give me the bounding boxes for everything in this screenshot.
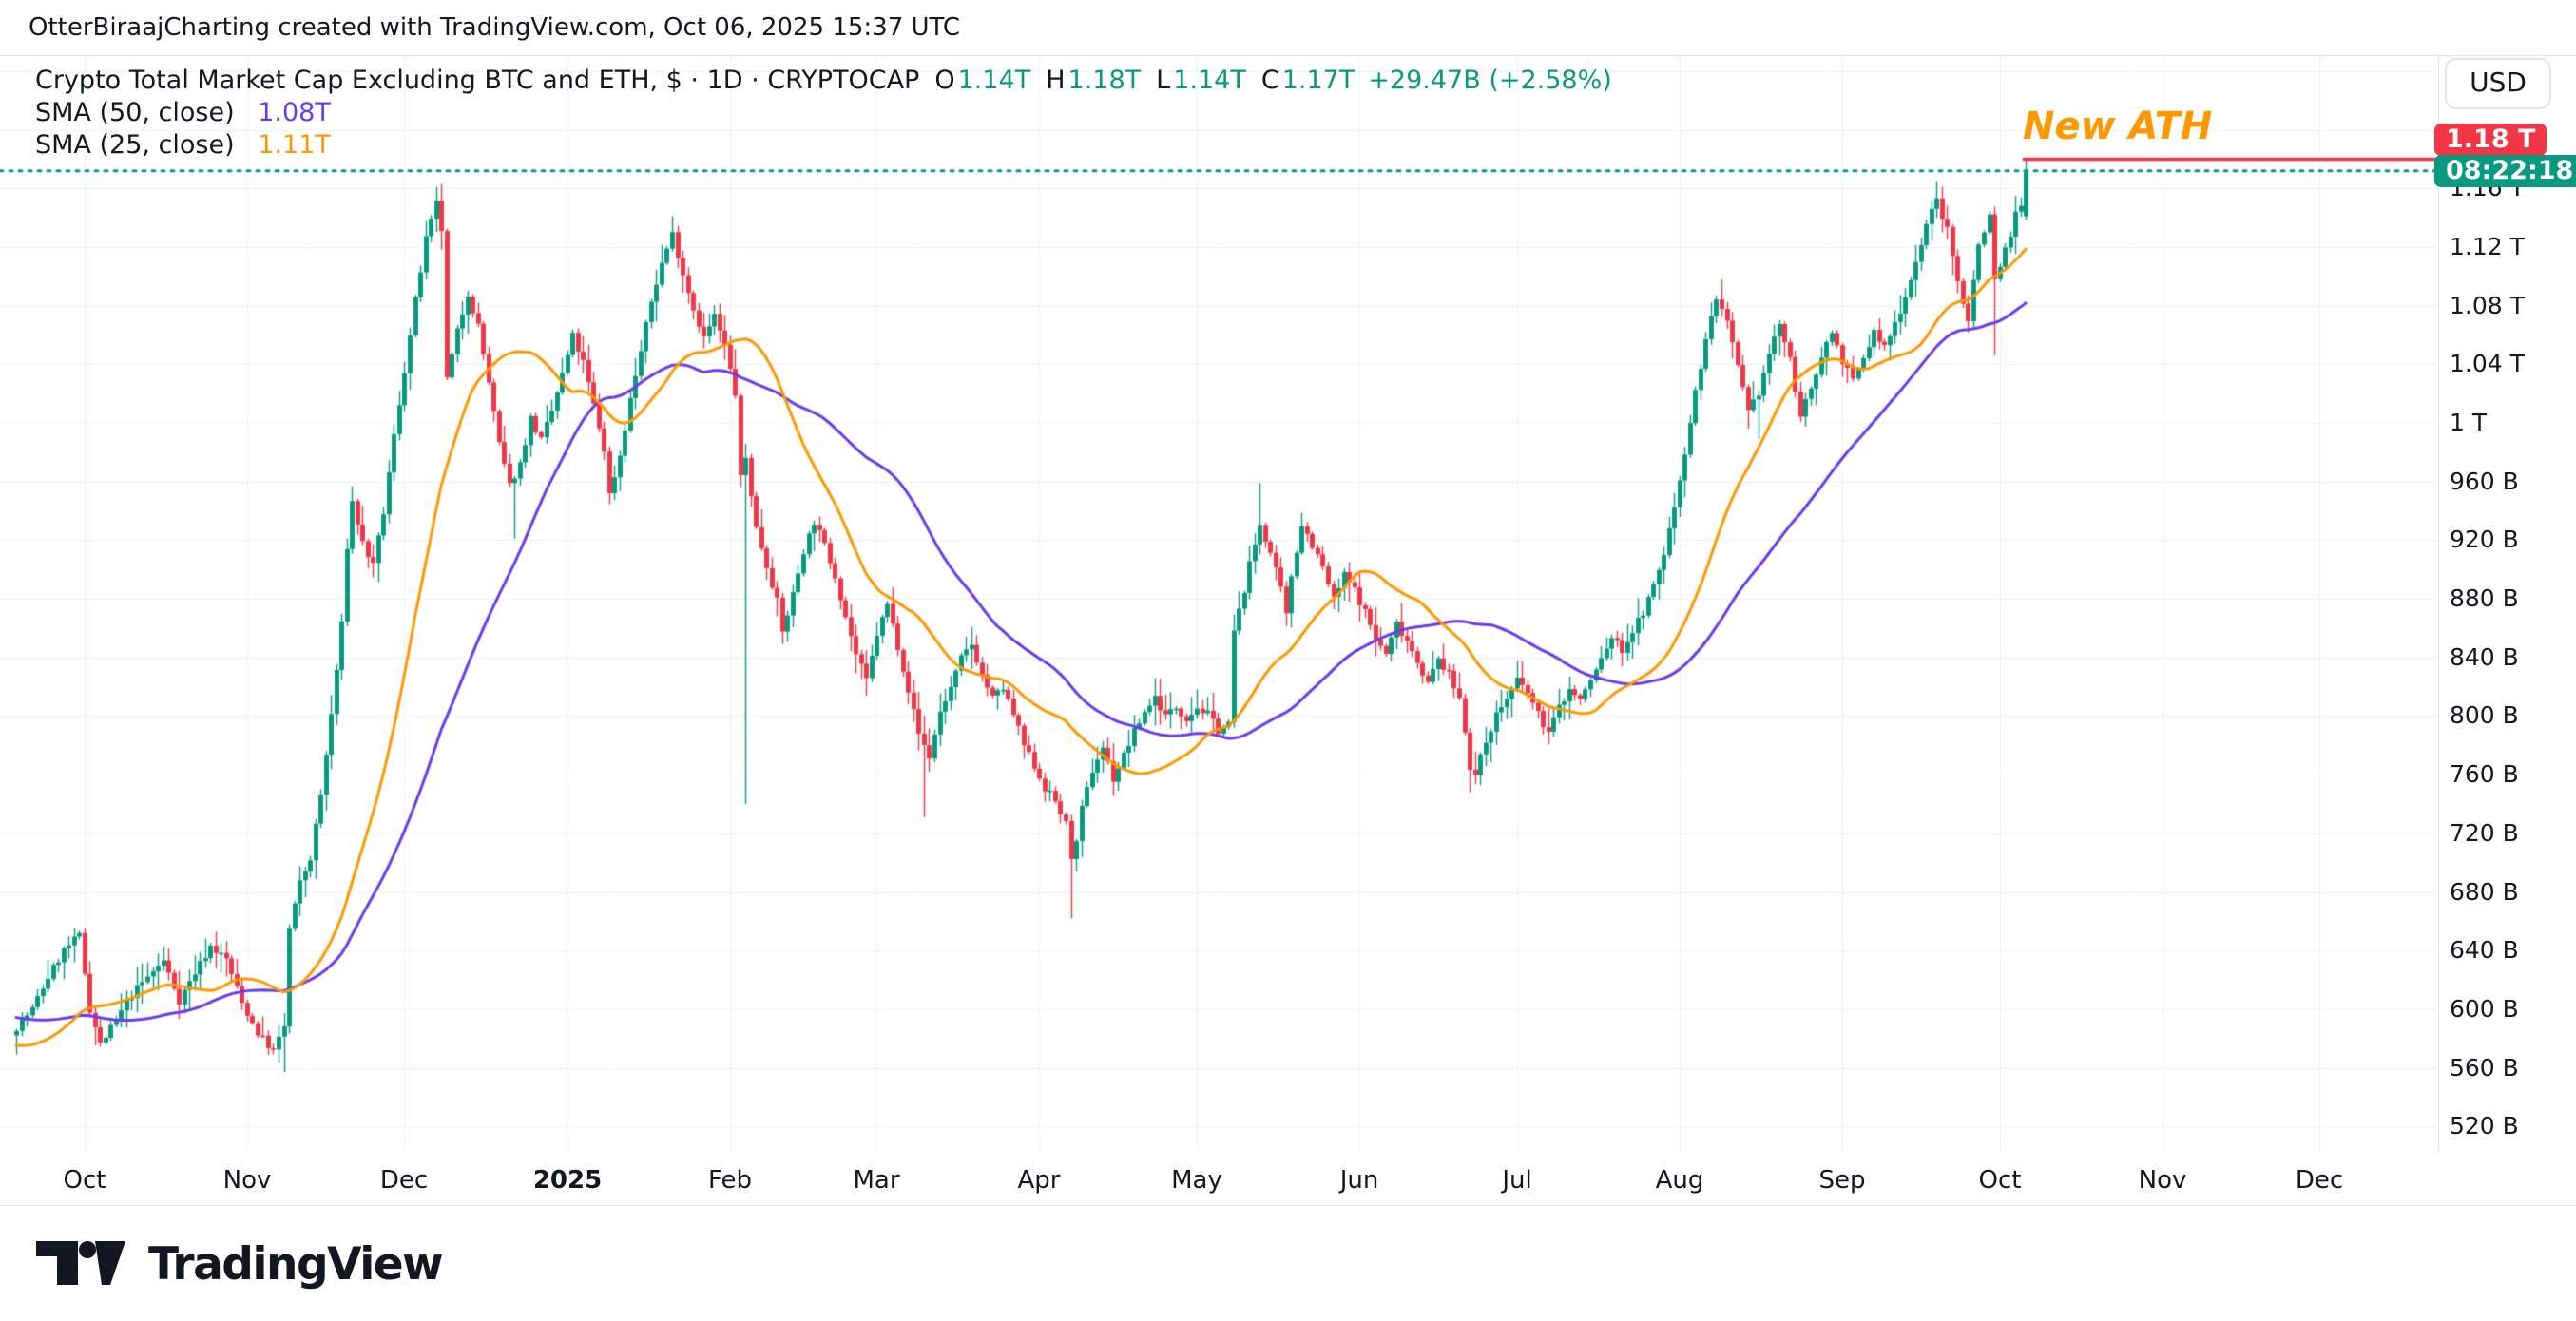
sma25-label: SMA (25, close) [35,130,235,160]
price-tick-label: 760 B [2450,760,2519,789]
ohlc-value: 1.14T [957,66,1031,95]
bar-countdown-badge: 08:22:18 [2434,154,2576,187]
sma25-value: 1.11T [258,130,331,160]
time-tick-label: Nov [222,1166,272,1195]
price-tick-label: 840 B [2450,642,2519,671]
sma50-value: 1.08T [258,98,331,127]
price-tick-label: 1.08 T [2450,291,2525,319]
legend-sma25-row[interactable]: SMA (25, close) 1.11T [35,129,1612,162]
price-tick-label: 1.04 T [2450,350,2525,378]
pane-top-border [0,55,2576,56]
price-tick-label: 1 T [2450,409,2488,437]
time-tick-label: Feb [707,1166,753,1195]
time-tick-label: Oct [63,1166,106,1195]
price-tick-label: 1.12 T [2450,233,2525,260]
tradingview-logo-icon [36,1241,125,1285]
time-tick-label: May [1171,1166,1222,1195]
brand-name: TradingView [148,1237,444,1291]
sma50-label: SMA (50, close) [35,98,235,127]
ohlc-values: O 1.14T H 1.18T L 1.14T C 1.17T [919,66,1355,95]
price-tick-label: 720 B [2450,818,2519,847]
chart-pane[interactable] [0,55,2438,1153]
price-tick-label: 520 B [2450,1112,2519,1140]
currency-button[interactable]: USD [2445,58,2551,109]
time-tick-label: Nov [2138,1166,2187,1195]
ohlc-key: H [1046,66,1066,95]
price-axis-border [2438,55,2439,1205]
time-axis-bottom-border [0,1205,2576,1206]
time-tick-label: Jun [1339,1166,1379,1195]
ohlc-key: C [1260,66,1279,95]
time-tick-label: Aug [1655,1166,1704,1195]
price-tick-label: 600 B [2450,994,2519,1023]
ohlc-value: 1.18T [1067,66,1142,95]
price-tick-label: 680 B [2450,877,2519,906]
ohlc-value: 1.14T [1173,66,1246,95]
tradingview-brand[interactable]: TradingView [34,1237,444,1291]
time-tick-label: Mar [853,1166,900,1195]
ohlc-value: 1.17T [1281,66,1355,95]
change-value: +29.47B (+2.58%) [1368,66,1612,95]
ath-price-badge: 1.18 T [2434,124,2547,157]
time-tick-label: 2025 [532,1166,603,1195]
time-tick-label: Sep [1818,1166,1866,1195]
new-ath-annotation[interactable]: New ATH [2023,105,2213,148]
attribution-text: OtterBiraajCharting created with Trading… [29,13,961,42]
time-tick-label: Jul [1502,1166,1532,1195]
price-tick-label: 640 B [2450,936,2519,965]
time-tick-label: Dec [379,1166,429,1195]
legend: Crypto Total Market Cap Excluding BTC an… [35,65,1612,162]
ohlc-key: O [934,66,955,95]
price-tick-label: 920 B [2450,526,2519,554]
time-tick-label: Apr [1017,1166,1061,1195]
price-tick-label: 880 B [2450,584,2519,613]
price-tick-label: 800 B [2450,701,2519,730]
symbol-title: Crypto Total Market Cap Excluding BTC an… [35,66,920,95]
legend-symbol-row[interactable]: Crypto Total Market Cap Excluding BTC an… [35,65,1612,97]
price-tick-label: 560 B [2450,1053,2519,1082]
time-axis[interactable]: Oct Nov Dec 2025 Feb Mar Apr May Jun Jul Aug Sep Oct… [0,1153,2576,1205]
ohlc-key: L [1156,66,1171,95]
price-tick-label: 960 B [2450,467,2519,495]
legend-sma50-row[interactable]: SMA (50, close) 1.08T [35,97,1612,129]
time-tick-label: Dec [2295,1166,2344,1195]
time-tick-label: Oct [1978,1166,2022,1195]
